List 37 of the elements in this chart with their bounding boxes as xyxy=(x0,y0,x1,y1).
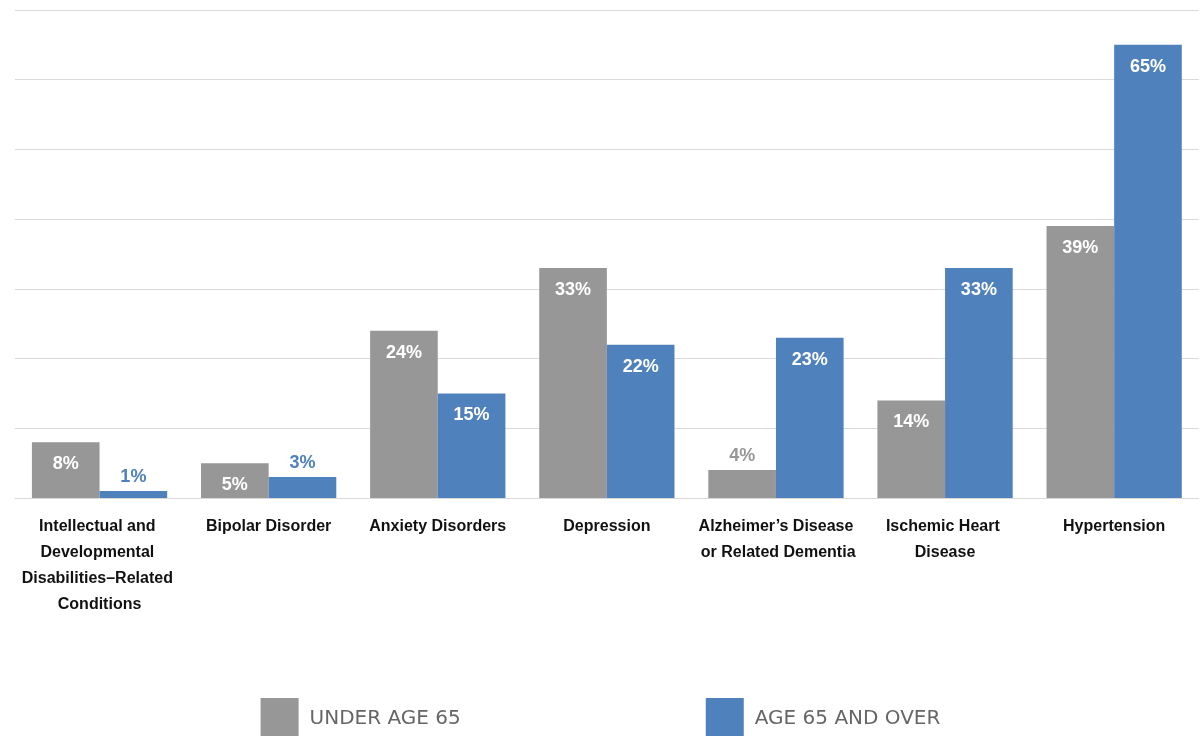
data-label: 3% xyxy=(289,452,316,473)
bar xyxy=(370,330,438,498)
data-label: 39% xyxy=(1062,237,1099,258)
bar xyxy=(539,267,607,498)
bar xyxy=(945,267,1013,498)
bar xyxy=(201,463,269,498)
bar xyxy=(31,442,100,498)
x-tick-label: Bipolar Disorder xyxy=(205,516,332,534)
bar xyxy=(775,337,844,498)
x-tick-label: Ischemic Heart Disease xyxy=(885,516,1005,560)
x-tick-label: Alzheimer’s Disease or Related Dementia xyxy=(696,516,856,560)
bar xyxy=(606,344,675,498)
data-label: 8% xyxy=(52,453,79,474)
data-label: 5% xyxy=(221,474,248,495)
bar xyxy=(1114,44,1182,498)
legend-label: UNDER AGE 65 xyxy=(309,705,461,729)
bar xyxy=(437,393,506,498)
data-label: 33% xyxy=(555,278,592,299)
data-label: 23% xyxy=(791,348,828,369)
x-tick-label: Depression xyxy=(563,516,651,534)
bar xyxy=(708,470,776,498)
bar xyxy=(877,400,946,498)
data-label: 14% xyxy=(893,411,930,432)
bar xyxy=(268,477,337,498)
x-tick-label: Intellectual and Developmental Disabilities–Related Conditions xyxy=(21,516,178,612)
data-label: 33% xyxy=(960,278,997,299)
bar xyxy=(1046,226,1115,498)
data-label: 4% xyxy=(729,445,756,466)
x-tick-label: Anxiety Disorders xyxy=(369,516,507,534)
legend-label: AGE 65 AND OVER xyxy=(754,705,941,729)
data-label: 15% xyxy=(453,404,490,425)
data-label: 65% xyxy=(1129,55,1166,76)
x-tick-label: Hypertension xyxy=(1063,516,1166,534)
data-label: 22% xyxy=(622,355,659,376)
data-label: 24% xyxy=(385,341,422,362)
bar xyxy=(99,491,168,498)
data-label: 1% xyxy=(120,466,147,487)
